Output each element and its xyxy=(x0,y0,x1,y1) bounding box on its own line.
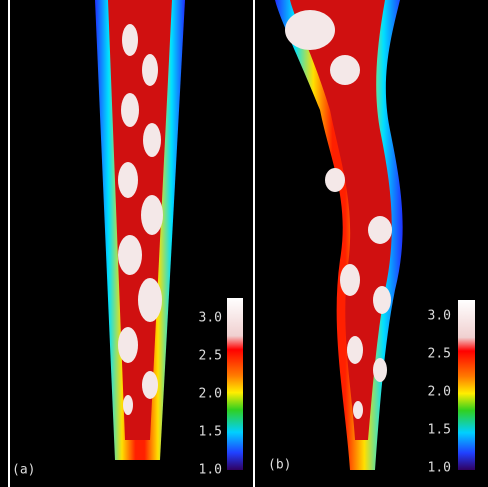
figure: (a) (b) 3.0 2.5 2.0 1.5 1.0 3.0 2.5 2.0 1.5 1.0 xyxy=(0,0,488,487)
colorbar-tick-label: 1.5 xyxy=(428,423,451,438)
colorbar-tick-label: 1.0 xyxy=(199,463,222,478)
panel-label: (a) xyxy=(12,463,35,478)
colorbar-a xyxy=(227,298,243,470)
colorbar-tick-label: 2.5 xyxy=(199,349,222,364)
figure-canvas: (a) (b) 3.0 2.5 2.0 1.5 1.0 3.0 2.5 2.0 1.5 1.0 xyxy=(0,0,488,487)
colorbar-b xyxy=(458,300,475,470)
colorbar-tick-label: 1.5 xyxy=(199,425,222,440)
colorbar-tick-label: 3.0 xyxy=(199,311,222,326)
colorbar-tick-label: 3.0 xyxy=(428,309,451,324)
colorbar-tick-label: 2.0 xyxy=(199,387,222,402)
left-strip xyxy=(0,0,8,487)
colorbar-tick-label: 2.5 xyxy=(428,347,451,362)
colorbar-tick-label: 2.0 xyxy=(428,385,451,400)
colorbar-tick-label: 1.0 xyxy=(428,461,451,476)
panel-label: (b) xyxy=(268,458,291,473)
